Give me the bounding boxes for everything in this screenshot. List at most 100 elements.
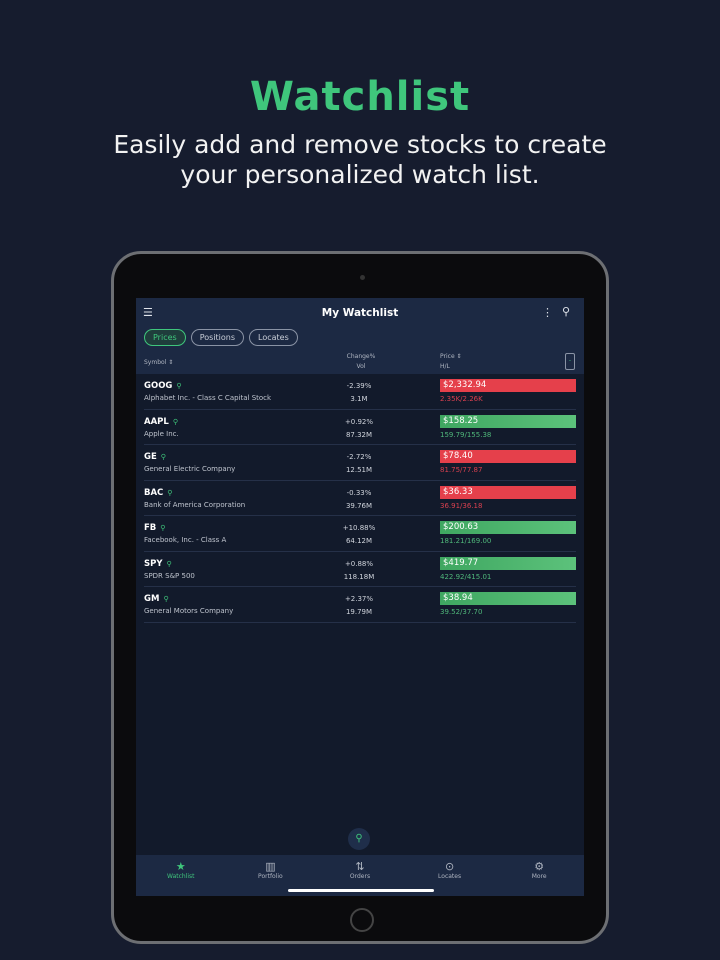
symbol: GOOG ⚲ [144, 381, 182, 391]
tab-label: Orders [349, 873, 371, 880]
symbol-text: AAPL [144, 416, 169, 427]
price-badge: $419.77 [440, 556, 576, 570]
price-badge: $36.33 [440, 485, 576, 499]
filter-locates[interactable]: Locates [249, 329, 298, 346]
change-percent: +10.88% [342, 524, 376, 532]
tab-orders[interactable]: ⇅ Orders [315, 855, 405, 896]
vol-label: Vol [356, 363, 366, 370]
home-indicator [288, 889, 434, 892]
change-percent: -0.33% [346, 488, 372, 497]
home-button [350, 908, 374, 932]
company-name: Apple Inc. [144, 429, 179, 438]
symbol-sort-header[interactable]: Symbol ⇕ [144, 359, 174, 366]
volume: 12.51M [345, 466, 373, 474]
volume: 19.79M [345, 608, 373, 616]
list-menu-icon[interactable]: ☰ [143, 306, 153, 319]
symbol: GM ⚲ [144, 594, 169, 604]
change-percent: +0.88% [344, 559, 374, 568]
collapse-button[interactable]: - [565, 353, 575, 370]
tablet-frame: ☰ My Watchlist ⋮ ⚲ Prices Positions Loca… [111, 251, 609, 944]
symbol: AAPL ⚲ [144, 417, 178, 427]
volume: 64.12M [345, 537, 373, 545]
symbol-text: GM [144, 594, 160, 604]
price-label: Price [440, 353, 455, 360]
location-pin-icon: ⚲ [163, 595, 169, 603]
location-pin-icon: ⚲ [160, 453, 166, 461]
volume: 39.76M [345, 501, 373, 510]
symbol-text: SPY [144, 558, 163, 569]
table-row[interactable]: BAC ⚲ Bank of America Corporation -0.33% … [144, 481, 576, 516]
company-name: Facebook, Inc. - Class A [144, 536, 227, 544]
symbol-text: GE [144, 452, 157, 462]
location-pin-icon: ⚲ [172, 417, 178, 426]
symbol-header: Symbol [144, 359, 167, 366]
subtitle-line: your personalized watch list. [180, 160, 540, 189]
high-low: 81.75/77.87 [440, 466, 483, 474]
tab-label: Portfolio [258, 873, 283, 880]
hero-title: Watchlist [249, 74, 471, 120]
price-badge: $200.63 [440, 521, 576, 534]
tab-more[interactable]: ⚙ More [494, 855, 584, 896]
more-vertical-icon[interactable]: ⋮ [542, 306, 553, 319]
hero-subtitle: Easily add and remove stocks to create yo… [0, 130, 720, 190]
symbol: BAC ⚲ [144, 488, 172, 498]
table-row[interactable]: AAPL ⚲ Apple Inc. +0.92% 87.32M $158.25 1… [144, 410, 576, 445]
price-header[interactable]: Price ⇕ H/L [440, 353, 462, 370]
tab-locates[interactable]: ⊙ Locates [405, 855, 495, 896]
location-pin-icon: ⊙ [444, 860, 455, 873]
change-percent: -2.72% [346, 453, 372, 461]
volume: 87.32M [345, 430, 373, 439]
change-label: Change% [346, 353, 376, 360]
tab-label: More [531, 873, 547, 880]
price-badge: $158.25 [440, 414, 576, 428]
location-pin-icon: ⚲ [176, 382, 182, 390]
high-low: 2.35K/2.26K [440, 395, 483, 403]
symbol: SPY ⚲ [144, 559, 172, 569]
symbol: GE ⚲ [144, 452, 166, 462]
location-pin-icon: ⚲ [166, 559, 172, 568]
company-name: SPDR S&P 500 [144, 571, 195, 580]
company-name: General Electric Company [144, 465, 236, 473]
change-header[interactable]: Change% Vol [326, 352, 396, 372]
table-row[interactable]: FB ⚲ Facebook, Inc. - Class A +10.88% 64.… [144, 516, 576, 552]
gear-icon: ⚙ [534, 860, 545, 873]
table-row[interactable]: GOOG ⚲ Alphabet Inc. - Class C Capital St… [144, 374, 576, 410]
symbol-text: GOOG [144, 381, 173, 391]
table-row[interactable]: GE ⚲ General Electric Company -2.72% 12.5… [144, 445, 576, 481]
star-icon: ★ [175, 860, 186, 873]
subtitle-line: Easily add and remove stocks to create [113, 130, 607, 159]
company-name: General Motors Company [144, 607, 234, 615]
search-icon[interactable]: ⚲ [562, 305, 571, 318]
volume: 3.1M [350, 395, 368, 403]
filter-positions[interactable]: Positions [190, 329, 245, 346]
tab-watchlist[interactable]: ★ Watchlist [136, 855, 226, 896]
symbol: FB ⚲ [144, 523, 165, 533]
hl-label: H/L [440, 363, 450, 370]
app-screen: ☰ My Watchlist ⋮ ⚲ Prices Positions Loca… [136, 298, 584, 896]
high-low: 422.92/415.01 [440, 572, 492, 581]
table-row[interactable]: GM ⚲ General Motors Company +2.37% 19.79M… [144, 587, 576, 623]
location-pin-icon: ⚲ [160, 524, 166, 532]
symbol-text: FB [144, 523, 157, 533]
change-percent: +2.37% [344, 595, 374, 603]
filter-prices[interactable]: Prices [144, 329, 186, 346]
page-title: My Watchlist [321, 307, 399, 319]
high-low: 36.91/36.18 [440, 501, 483, 510]
tab-portfolio[interactable]: ▥ Portfolio [226, 855, 316, 896]
location-pin-icon: ⚲ [167, 488, 173, 497]
company-name: Bank of America Corporation [144, 500, 246, 509]
high-low: 159.79/155.38 [440, 430, 492, 439]
table-row[interactable]: SPY ⚲ SPDR S&P 500 +0.88% 118.18M $419.77… [144, 552, 576, 587]
tab-label: Watchlist [167, 873, 195, 880]
high-low: 181.21/169.00 [440, 537, 492, 545]
company-name: Alphabet Inc. - Class C Capital Stock [144, 394, 272, 402]
price-badge: $78.40 [440, 450, 576, 463]
arrows-icon: ⇅ [355, 860, 365, 873]
price-badge: $2,332.94 [440, 379, 576, 392]
volume: 118.18M [343, 572, 375, 581]
bar-chart-icon: ▥ [265, 860, 276, 873]
high-low: 39.52/37.70 [440, 608, 483, 616]
change-percent: +0.92% [344, 417, 374, 426]
search-fab-icon[interactable]: ⚲ [348, 828, 370, 850]
header: ☰ My Watchlist ⋮ ⚲ Prices Positions Loca… [136, 298, 584, 374]
